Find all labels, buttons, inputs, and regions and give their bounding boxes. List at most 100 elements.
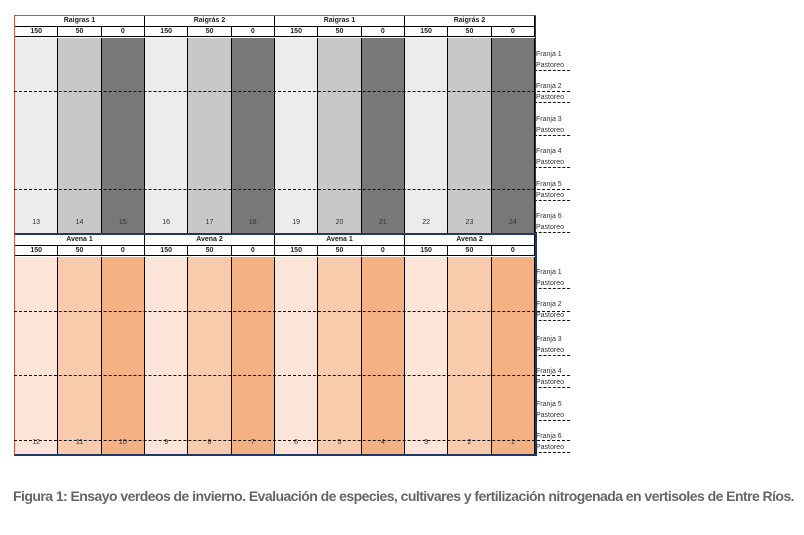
dose-header: 0: [102, 27, 145, 36]
dose-header-row: 150 50 0 150 50 0 150 50 0 150 50 0: [15, 27, 535, 37]
dose-header: 150: [405, 246, 449, 255]
strip-label: Franja 6 Pastoreo: [536, 211, 564, 233]
strip-divider-line: [14, 311, 570, 312]
plot-number: 19: [292, 219, 301, 226]
strip-divider-line: [14, 189, 570, 190]
plot-number: 24: [508, 219, 517, 226]
dose-header: 50: [58, 27, 102, 36]
plot-number: 5: [337, 439, 342, 446]
cultivar-header-row: Avena 1 Avena 2 Avena 1 Avena 2: [15, 235, 535, 246]
plot-number: 21: [378, 219, 387, 226]
plot-column: 21: [361, 38, 405, 234]
dose-header: 50: [448, 27, 492, 36]
plot-column: 5: [318, 257, 362, 454]
plot-number: 2: [467, 439, 472, 446]
dose-header: 50: [318, 246, 362, 255]
plot-grid: 13 14 15 16 17 18 19 20 21 22 23 24: [15, 38, 535, 234]
plot-number: 7: [250, 439, 255, 446]
plot-number: 16: [162, 219, 171, 226]
label-underline: [534, 200, 570, 201]
plot-number: 9: [164, 439, 169, 446]
strip-label: Franja 1 Pastoreo: [536, 49, 564, 71]
strip-use: Pastoreo: [536, 412, 565, 419]
strip-use: Pastoreo: [536, 379, 565, 386]
plot-column: 17: [188, 38, 232, 234]
cultivar-header-row: Raigras 1 Raigrás 2 Raigras 1 Raigrás 2: [15, 16, 535, 27]
cultivar-header: Avena 1: [15, 235, 145, 245]
plot-column: 1: [491, 257, 535, 454]
strip-divider-line: [14, 375, 570, 376]
strip-label: Franja 2 Pastoreo: [536, 81, 564, 103]
strip-use: Pastoreo: [536, 312, 565, 319]
dose-header: 150: [15, 246, 59, 255]
strip-label: Franja 3 Pastoreo: [536, 114, 564, 136]
label-underline: [534, 70, 570, 71]
dose-header: 0: [492, 246, 535, 255]
label-underline: [534, 355, 570, 356]
strip-label: Franja 1 Pastoreo: [536, 267, 564, 289]
strip-label: Franja 2 Pastoreo: [536, 299, 564, 321]
plot-column: 22: [404, 38, 449, 234]
dose-header: 150: [145, 27, 189, 36]
strip-label: Franja 4 Pastoreo: [536, 146, 564, 168]
cultivar-header: Avena 2: [405, 235, 535, 245]
dose-header: 0: [362, 27, 405, 36]
strip-name: Franja 6: [536, 213, 562, 220]
plot-number: 4: [380, 439, 385, 446]
strip-name: Franja 4: [536, 368, 562, 375]
strip-label: Franja 3 Pastoreo: [536, 334, 564, 356]
plot-number: 6: [294, 439, 299, 446]
plot-number: 10: [118, 439, 127, 446]
dose-header: 150: [405, 27, 449, 36]
plot-grid: 12 11 10 9 8 7 6 5 4 3 2 1: [15, 257, 535, 454]
dose-header: 0: [232, 27, 275, 36]
cultivar-header: Raigras 1: [275, 16, 405, 26]
dose-header: 150: [275, 27, 319, 36]
plot-column: 8: [188, 257, 232, 454]
strip-name: Franja 6: [536, 433, 562, 440]
label-underline: [534, 288, 570, 289]
label-underline: [534, 232, 570, 233]
label-underline: [534, 167, 570, 168]
dose-header: 0: [492, 27, 535, 36]
plot-column: 14: [58, 38, 102, 234]
dose-header: 0: [232, 246, 275, 255]
plot-column: 2: [448, 257, 492, 454]
label-underline: [534, 135, 570, 136]
plot-column: 11: [58, 257, 102, 454]
plot-column: 6: [274, 257, 319, 454]
dose-header: 0: [362, 246, 405, 255]
label-underline: [534, 420, 570, 421]
cultivar-header: Raigrás 2: [405, 16, 535, 26]
strip-name: Franja 3: [536, 336, 562, 343]
label-underline: [534, 452, 570, 453]
dose-header: 50: [188, 246, 232, 255]
plot-column: 3: [404, 257, 449, 454]
strip-name: Franja 4: [536, 148, 562, 155]
plot-number: 22: [422, 219, 431, 226]
cultivar-header: Raigras 1: [15, 16, 145, 26]
figure-caption: Figura 1: Ensayo verdeos de invierno. Ev…: [13, 488, 795, 504]
label-underline: [534, 387, 570, 388]
strip-name: Franja 3: [536, 116, 562, 123]
plot-number: 17: [205, 219, 214, 226]
strip-label: Franja 5 Pastoreo: [536, 399, 564, 421]
strip-divider-line: [14, 440, 570, 441]
strip-label: Franja 4 Pastoreo: [536, 366, 564, 388]
strip-name: Franja 1: [536, 51, 562, 58]
dose-header: 50: [58, 246, 102, 255]
strip-use: Pastoreo: [536, 444, 565, 451]
cultivar-header: Avena 1: [275, 235, 405, 245]
plot-column: 18: [231, 38, 275, 234]
strip-use: Pastoreo: [536, 347, 565, 354]
cultivar-header: Raigrás 2: [145, 16, 275, 26]
dose-header: 150: [275, 246, 319, 255]
dose-header: 150: [15, 27, 59, 36]
plot-number: 13: [32, 219, 41, 226]
strip-label: Franja 6 Pastoreo: [536, 431, 564, 453]
plot-column: 7: [231, 257, 275, 454]
strip-use: Pastoreo: [536, 127, 565, 134]
label-underline: [534, 320, 570, 321]
strip-use: Pastoreo: [536, 192, 565, 199]
plot-number: 18: [248, 219, 257, 226]
